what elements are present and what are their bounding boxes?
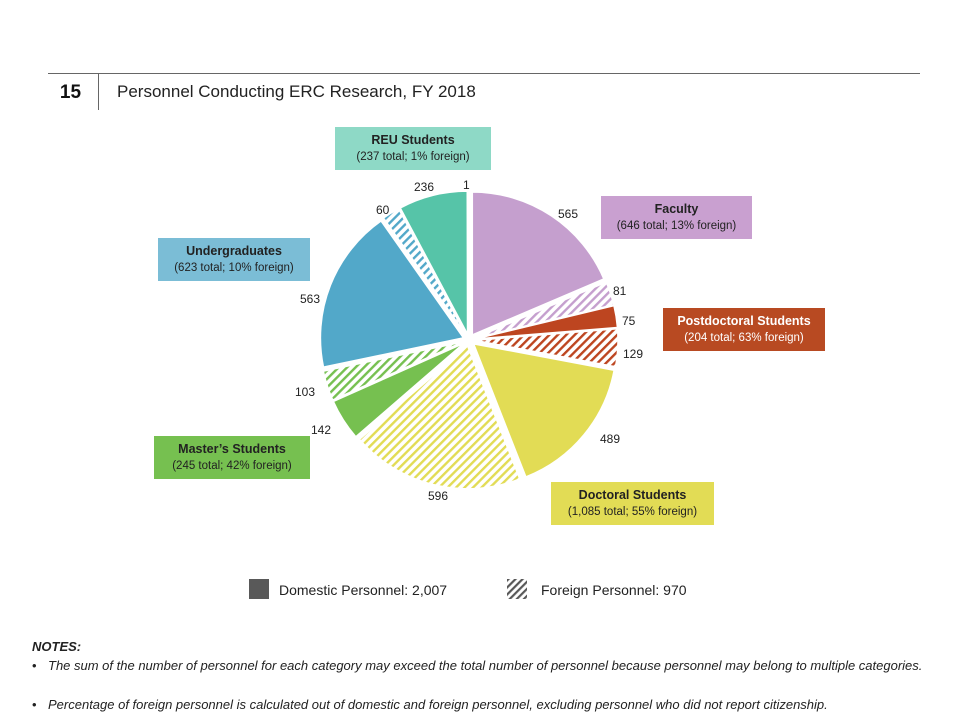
category-detail-masters: (245 total; 42% foreign) <box>172 460 292 472</box>
notes-title: NOTES: <box>32 639 82 654</box>
category-box-doctoral: Doctoral Students (1,085 total; 55% fore… <box>551 482 714 525</box>
pie-slice-undergraduates-domestic <box>319 219 465 369</box>
pie-slice-master-s-students-domestic <box>332 342 465 438</box>
category-box-reu: REU Students (237 total; 1% foreign) <box>335 127 491 170</box>
legend-domestic-label: Domestic Personnel: 2,007 <box>279 582 448 598</box>
category-name-postdoctoral: Postdoctoral Students <box>677 314 811 328</box>
value-label-reu-domestic: 236 <box>414 180 435 194</box>
value-label-reu-foreign: 1 <box>463 178 470 192</box>
category-name-reu: REU Students <box>371 133 455 147</box>
pie-slice-reu-students-domestic <box>399 190 469 335</box>
bullet-icon: • <box>32 697 37 712</box>
pie-slice-master-s-students-foreign <box>322 341 464 402</box>
legend-domestic-swatch <box>249 579 269 599</box>
pie-slice-faculty-domestic <box>471 191 605 337</box>
category-name-masters: Master’s Students <box>178 442 286 456</box>
legend-foreign-label: Foreign Personnel: 970 <box>541 582 687 598</box>
note-item: • The sum of the number of personnel for… <box>32 657 932 675</box>
category-detail-undergraduates: (623 total; 10% foreign) <box>174 262 294 274</box>
note-text: The sum of the number of personnel for e… <box>48 658 923 673</box>
category-name-doctoral: Doctoral Students <box>578 488 687 502</box>
header-separator <box>98 74 99 110</box>
value-label-faculty-foreign: 81 <box>613 284 627 298</box>
value-label-undergraduates-foreign: 60 <box>376 203 390 217</box>
category-box-faculty: Faculty (646 total; 13% foreign) <box>601 196 752 239</box>
pie-slice-undergraduates-foreign <box>382 207 467 336</box>
category-box-postdoctoral: Postdoctoral Students (204 total; 63% fo… <box>663 308 825 351</box>
note-text: Percentage of foreign personnel is calcu… <box>48 697 828 712</box>
category-detail-faculty: (646 total; 13% foreign) <box>616 220 737 232</box>
legend-foreign-swatch <box>507 579 527 599</box>
value-label-undergraduates-domestic: 563 <box>300 292 321 306</box>
value-label-faculty-domestic: 565 <box>558 207 579 221</box>
value-label-postdoctoral-domestic: 75 <box>622 314 636 328</box>
bullet-icon: • <box>32 658 37 673</box>
value-label-masters-domestic: 142 <box>311 423 332 437</box>
header-divider <box>48 73 920 74</box>
note-item: • Percentage of foreign personnel is cal… <box>32 696 932 714</box>
page-title: Personnel Conducting ERC Research, FY 20… <box>117 82 476 101</box>
pie-slice-doctoral-students-domestic <box>472 342 616 478</box>
pie-slice-doctoral-students-foreign <box>358 344 521 490</box>
category-detail-reu: (237 total; 1% foreign) <box>356 151 470 163</box>
value-label-doctoral-domestic: 489 <box>600 432 621 446</box>
page-number: 15 <box>59 82 82 103</box>
value-label-doctoral-foreign: 596 <box>428 489 449 503</box>
category-name-undergraduates: Undergraduates <box>186 244 282 258</box>
value-label-postdoctoral-foreign: 129 <box>623 347 644 361</box>
category-detail-doctoral: (1,085 total; 55% foreign) <box>567 506 698 518</box>
pie-slice-postdoctoral-students-foreign <box>474 327 619 368</box>
value-label-masters-foreign: 103 <box>295 385 316 399</box>
category-box-masters: Master’s Students (245 total; 42% foreig… <box>154 436 310 479</box>
category-detail-postdoctoral: (204 total; 63% foreign) <box>684 332 804 344</box>
pie-slice-faculty-foreign <box>474 281 615 339</box>
category-box-undergraduates: Undergraduates (623 total; 10% foreign) <box>158 238 310 281</box>
category-name-faculty: Faculty <box>654 202 699 216</box>
pie-slice-postdoctoral-students-domestic <box>474 304 619 340</box>
